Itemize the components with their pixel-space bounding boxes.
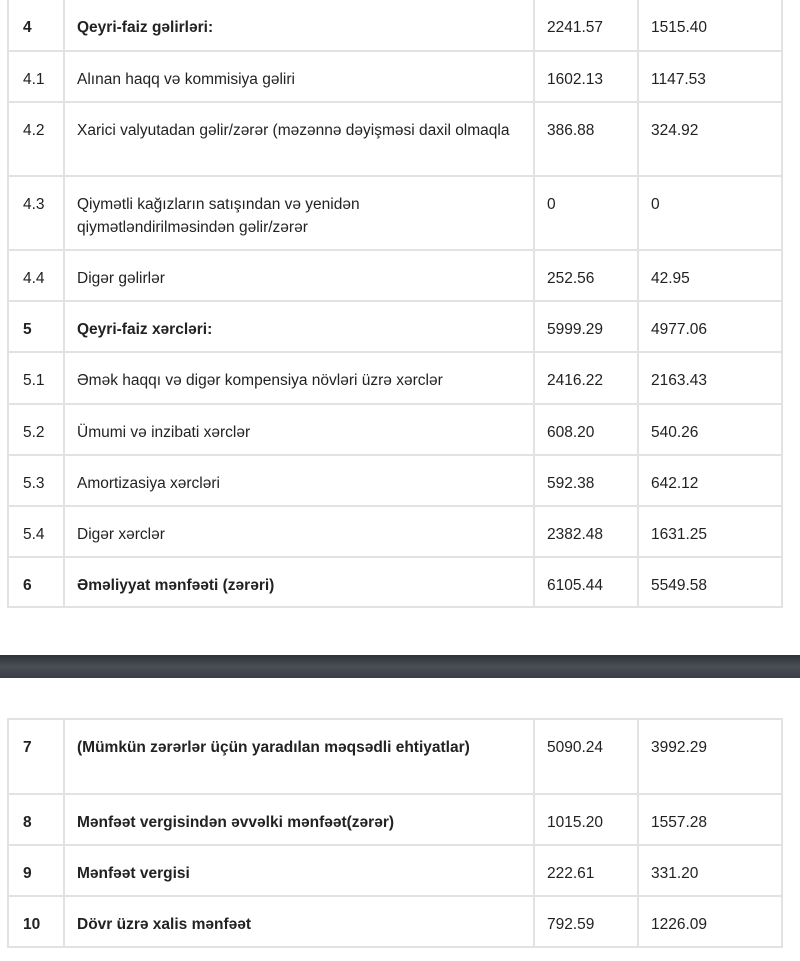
value-previous: 5549.58 [637, 556, 783, 608]
row-number: 5 [7, 300, 65, 353]
table-row: 4.4 Digər gəlirlər 252.56 42.95 [7, 249, 783, 302]
value-current: 608.20 [533, 403, 639, 456]
value-previous: 1147.53 [637, 50, 783, 103]
value-previous: 1515.40 [637, 0, 783, 52]
value-current: 2241.57 [533, 0, 639, 52]
section-divider-bar [0, 655, 800, 678]
value-current: 792.59 [533, 895, 639, 948]
value-current: 2416.22 [533, 351, 639, 405]
row-number: 8 [7, 793, 65, 846]
value-previous: 540.26 [637, 403, 783, 456]
row-label: Digər xərclər [63, 505, 535, 558]
row-label: Qeyri-faiz gəlirləri: [63, 0, 535, 52]
value-current: 252.56 [533, 249, 639, 302]
row-number: 10 [7, 895, 65, 948]
value-current: 5999.29 [533, 300, 639, 353]
row-label: Qiymətli kağızların satışından və yenidə… [63, 175, 535, 251]
row-label: Qeyri-faiz xərcləri: [63, 300, 535, 353]
value-current: 0 [533, 175, 639, 251]
row-label: Dövr üzrə xalis mənfəət [63, 895, 535, 948]
row-number: 4.4 [7, 249, 65, 302]
table-row: 8 Mənfəət vergisindən əvvəlki mənfəət(zər… [7, 793, 783, 846]
table-row: 6 Əməliyyat mənfəəti (zərəri) 6105.44 5549.… [7, 556, 783, 608]
row-number: 4.2 [7, 101, 65, 177]
row-label: Əmək haqqı və digər kompensiya növləri ü… [63, 351, 535, 405]
table-row: 5.4 Digər xərclər 2382.48 1631.25 [7, 505, 783, 558]
financial-table-1: 4 Qeyri-faiz gəlirləri: 2241.57 1515.40 4.1 A… [7, 0, 783, 608]
financial-table-2: 7 (Mümkün zərərlər üçün yaradılan məqsədl… [7, 718, 783, 948]
value-current: 222.61 [533, 844, 639, 897]
table-row: 10 Dövr üzrə xalis mənfəət 792.59 1226.09 [7, 895, 783, 948]
value-previous: 324.92 [637, 101, 783, 177]
value-current: 1602.13 [533, 50, 639, 103]
row-label: Amortizasiya xərcləri [63, 454, 535, 507]
value-previous: 3992.29 [637, 718, 783, 795]
value-current: 386.88 [533, 101, 639, 177]
table-row: 5.3 Amortizasiya xərcləri 592.38 642.12 [7, 454, 783, 507]
row-number: 5.3 [7, 454, 65, 507]
row-label: Xarici valyutadan gəlir/zərər (məzənnə d… [63, 101, 535, 177]
row-label: Ümumi və inzibati xərclər [63, 403, 535, 456]
row-label: Alınan haqq və kommisiya gəliri [63, 50, 535, 103]
table-row: 7 (Mümkün zərərlər üçün yaradılan məqsədl… [7, 718, 783, 795]
row-number: 4 [7, 0, 65, 52]
row-number: 9 [7, 844, 65, 897]
table-row: 4 Qeyri-faiz gəlirləri: 2241.57 1515.40 [7, 0, 783, 52]
value-current: 6105.44 [533, 556, 639, 608]
value-current: 5090.24 [533, 718, 639, 795]
value-previous: 2163.43 [637, 351, 783, 405]
table-row: 5.1 Əmək haqqı və digər kompensiya növlər… [7, 351, 783, 405]
row-label: (Mümkün zərərlər üçün yaradılan məqsədli… [63, 718, 535, 795]
value-previous: 331.20 [637, 844, 783, 897]
value-previous: 4977.06 [637, 300, 783, 353]
table-row: 9 Mənfəət vergisi 222.61 331.20 [7, 844, 783, 897]
value-current: 1015.20 [533, 793, 639, 846]
value-previous: 1226.09 [637, 895, 783, 948]
table-row: 4.2 Xarici valyutadan gəlir/zərər (məzənn… [7, 101, 783, 177]
table-row: 5.2 Ümumi və inzibati xərclər 608.20 540.26 [7, 403, 783, 456]
value-previous: 642.12 [637, 454, 783, 507]
value-previous: 0 [637, 175, 783, 251]
row-label: Digər gəlirlər [63, 249, 535, 302]
value-previous: 42.95 [637, 249, 783, 302]
table-row: 5 Qeyri-faiz xərcləri: 5999.29 4977.06 [7, 300, 783, 353]
row-number: 7 [7, 718, 65, 795]
row-label: Əməliyyat mənfəəti (zərəri) [63, 556, 535, 608]
row-label: Mənfəət vergisi [63, 844, 535, 897]
row-label: Mənfəət vergisindən əvvəlki mənfəət(zərə… [63, 793, 535, 846]
row-number: 4.3 [7, 175, 65, 251]
value-current: 592.38 [533, 454, 639, 507]
row-number: 5.4 [7, 505, 65, 558]
row-number: 6 [7, 556, 65, 608]
table-row: 4.1 Alınan haqq və kommisiya gəliri 1602.1… [7, 50, 783, 103]
value-current: 2382.48 [533, 505, 639, 558]
table-row: 4.3 Qiymətli kağızların satışından və yen… [7, 175, 783, 251]
row-number: 5.1 [7, 351, 65, 405]
row-number: 4.1 [7, 50, 65, 103]
row-number: 5.2 [7, 403, 65, 456]
value-previous: 1631.25 [637, 505, 783, 558]
value-previous: 1557.28 [637, 793, 783, 846]
